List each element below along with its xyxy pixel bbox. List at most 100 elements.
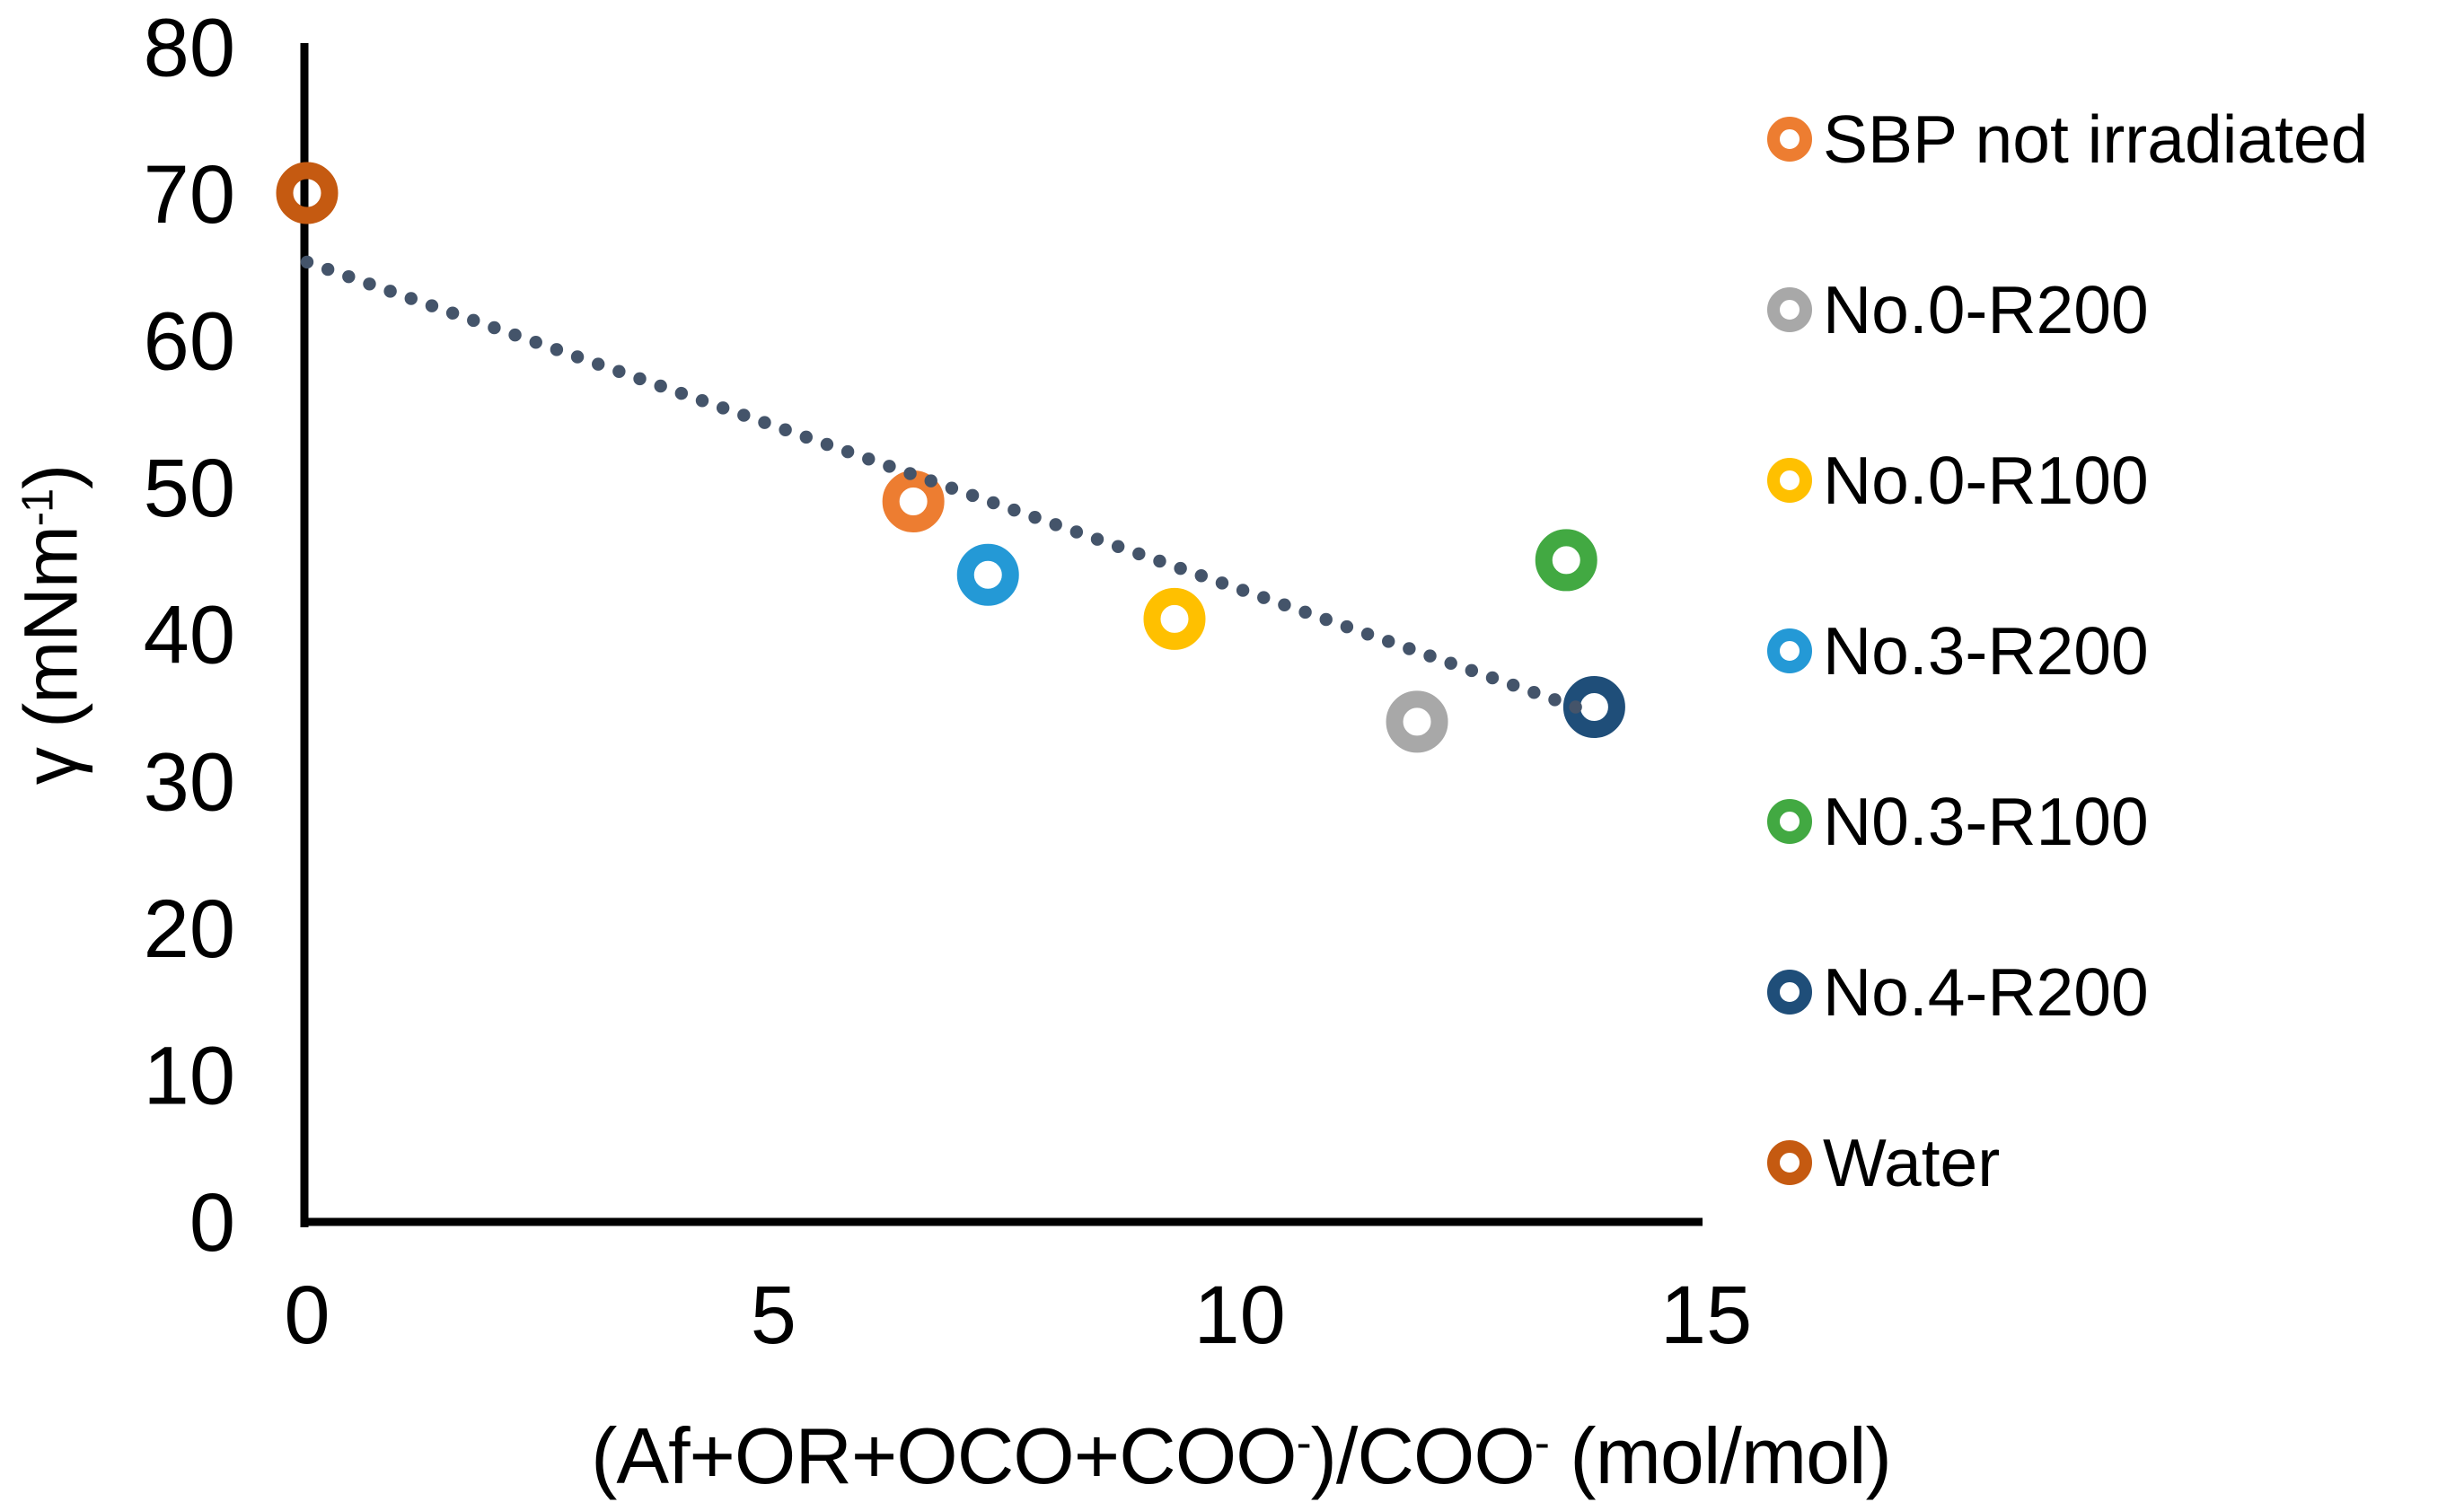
trendline-dot xyxy=(508,328,522,342)
trendline-dot xyxy=(1090,532,1104,546)
x-tick-label-15: 15 xyxy=(1660,1269,1752,1361)
legend-item-no4-r200: No.4-R200 xyxy=(1767,907,2368,1077)
y-axis-title-superscript: -1 xyxy=(13,488,63,527)
x-axis-title-superscript2: - xyxy=(1534,1416,1550,1468)
trendline-dot xyxy=(1506,678,1520,692)
x-axis-title: (Af+OR+OCO+COO-)/COO- (mol/mol) xyxy=(591,1410,1892,1502)
trendline-dot xyxy=(404,292,418,305)
open-circle-marker-icon xyxy=(1767,628,1812,673)
trendline-dot xyxy=(758,416,771,429)
trendline-dot xyxy=(529,336,542,349)
trendline-dot xyxy=(1444,656,1457,670)
trendline-dot xyxy=(445,306,460,320)
trendline-dot xyxy=(716,401,730,415)
data-point-n0-3-r100 xyxy=(1535,529,1597,592)
trendline-dot xyxy=(820,437,834,452)
open-circle-marker-icon xyxy=(1767,458,1812,503)
trendline-dot xyxy=(1382,635,1395,648)
trendline-dot xyxy=(1360,628,1375,641)
trendline-dot xyxy=(467,313,480,328)
y-tick-labels: 0 10 20 30 40 50 60 70 80 xyxy=(144,2,235,1269)
trendline-dot xyxy=(1215,576,1229,590)
trendline-dot xyxy=(300,255,314,269)
x-tick-label-10: 10 xyxy=(1194,1269,1286,1361)
x-axis-title-superscript1: - xyxy=(1296,1416,1312,1468)
open-circle-marker-icon xyxy=(1767,799,1812,844)
trendline-dot xyxy=(1049,518,1062,531)
data-points xyxy=(276,162,1625,753)
trendline-dot xyxy=(862,452,876,466)
trendline-dot xyxy=(1257,591,1271,604)
trendline-dot xyxy=(1278,598,1291,611)
trendline-dot xyxy=(779,423,792,436)
trendline-dot xyxy=(1485,671,1500,685)
legend-label: No.4-R200 xyxy=(1823,954,2149,1030)
x-tick-label-5: 5 xyxy=(751,1269,796,1361)
trendline-dot xyxy=(321,262,335,277)
trendline-dot xyxy=(695,394,709,408)
trendline-dot xyxy=(1236,584,1250,597)
x-axis-title-part2: )/COO xyxy=(1310,1411,1536,1500)
data-point-no-0-r100 xyxy=(1143,587,1206,650)
y-tick-label-40: 40 xyxy=(144,590,235,681)
y-tick-label-50: 50 xyxy=(144,443,235,534)
y-tick-label-20: 20 xyxy=(144,883,235,975)
trendline-dot xyxy=(1028,511,1042,524)
open-circle-marker-icon xyxy=(1767,117,1812,162)
y-tick-label-60: 60 xyxy=(144,296,235,388)
trendline-dot xyxy=(570,350,585,364)
trendline-dot xyxy=(924,474,937,488)
trendline-dot xyxy=(1403,642,1416,655)
trendline-dot xyxy=(1569,700,1582,714)
data-point-no-3-r200 xyxy=(956,543,1019,606)
trendline-dot xyxy=(1548,693,1562,707)
data-point-water xyxy=(276,162,339,224)
trendline-dot xyxy=(425,299,439,312)
trendline-dot xyxy=(1008,503,1021,517)
y-axis-title-close: ) xyxy=(8,464,93,489)
trendline-dot xyxy=(799,430,813,444)
legend-item-n03-r100: N0.3-R100 xyxy=(1767,736,2368,907)
open-circle-marker-icon xyxy=(1767,1140,1812,1185)
trendline-dot xyxy=(550,343,564,356)
y-axis-title-text: γ (mNm xyxy=(8,526,93,786)
trendline-dot xyxy=(1527,686,1541,699)
trendline-dot xyxy=(488,321,501,335)
trendline-dot xyxy=(737,408,751,422)
legend-label: No.3-R200 xyxy=(1823,613,2149,689)
trendline-dot xyxy=(1423,649,1437,663)
trendline-dot xyxy=(987,496,1000,510)
trendline-dot xyxy=(903,467,917,480)
legend-label: Water xyxy=(1823,1125,2001,1200)
trendline-dot xyxy=(1340,619,1354,634)
open-circle-marker-icon xyxy=(1767,287,1812,332)
legend-label: No.0-R100 xyxy=(1823,443,2149,518)
trendline-dot xyxy=(1111,540,1125,553)
x-axis-title-part1: (Af+OR+OCO+COO xyxy=(591,1411,1298,1500)
y-tick-label-0: 0 xyxy=(189,1177,235,1269)
trendline-dot xyxy=(1132,547,1146,561)
y-tick-label-70: 70 xyxy=(144,149,235,241)
trendline-dot xyxy=(1194,569,1208,583)
trendline-dot xyxy=(1319,612,1333,627)
y-tick-label-10: 10 xyxy=(144,1030,235,1121)
trendline-dot xyxy=(383,285,397,298)
open-circle-marker-icon xyxy=(1767,970,1812,1015)
legend-item-no3-r200: No.3-R200 xyxy=(1767,566,2368,736)
trendline-dot xyxy=(363,277,376,291)
data-point-no-0-r200 xyxy=(1386,690,1448,753)
trendline-dot xyxy=(945,481,959,495)
trendline-dot xyxy=(592,357,605,371)
y-axis-title: γ (mNm-1) xyxy=(8,465,95,785)
legend-item-no0-r100: No.0-R100 xyxy=(1767,395,2368,566)
trendline-dot xyxy=(840,444,855,459)
legend-item-no0-r200: No.0-R200 xyxy=(1767,224,2368,395)
trendline-dot xyxy=(1153,554,1166,568)
trendline-dot xyxy=(612,365,626,378)
trendline-dot xyxy=(674,386,689,400)
x-tick-labels: 0 5 10 15 xyxy=(284,1269,1752,1361)
x-tick-label-0: 0 xyxy=(284,1269,330,1361)
trendline-dot xyxy=(883,460,896,473)
